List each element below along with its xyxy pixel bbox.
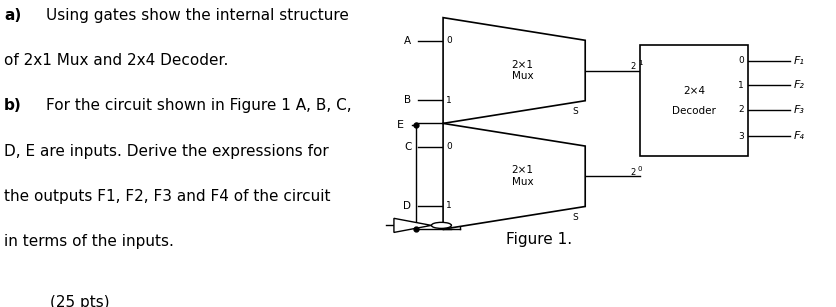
Text: 2: 2: [738, 105, 744, 114]
Text: 0: 0: [638, 166, 642, 172]
Text: D, E are inputs. Derive the expressions for: D, E are inputs. Derive the expressions …: [4, 144, 329, 158]
Text: F₃: F₃: [794, 105, 805, 115]
Text: b): b): [4, 98, 22, 113]
Text: A: A: [404, 36, 411, 46]
Text: 0: 0: [446, 37, 452, 45]
Text: For the circuit shown in Figure 1 A, B, C,: For the circuit shown in Figure 1 A, B, …: [46, 98, 352, 113]
Text: 1: 1: [446, 201, 452, 210]
Text: 0: 0: [738, 56, 744, 65]
Text: a): a): [4, 8, 22, 22]
Text: the outputs F1, F2, F3 and F4 of the circuit: the outputs F1, F2, F3 and F4 of the cir…: [4, 189, 331, 204]
Text: 1: 1: [738, 81, 744, 90]
Text: (25 pts): (25 pts): [50, 295, 110, 307]
Text: 2×1
Mux: 2×1 Mux: [512, 165, 533, 187]
Polygon shape: [443, 17, 585, 123]
Text: 1: 1: [638, 60, 642, 66]
Text: of 2x1 Mux and 2x4 Decoder.: of 2x1 Mux and 2x4 Decoder.: [4, 53, 228, 68]
Text: 2: 2: [630, 168, 635, 177]
Text: D: D: [403, 201, 411, 211]
Text: 2: 2: [630, 62, 635, 71]
Circle shape: [431, 222, 451, 228]
Bar: [640, 45, 748, 156]
Text: F₁: F₁: [794, 56, 805, 66]
Text: 2×4: 2×4: [683, 86, 705, 96]
Text: Using gates show the internal structure: Using gates show the internal structure: [46, 8, 349, 22]
Text: E: E: [397, 120, 404, 130]
Text: 2×1
Mux: 2×1 Mux: [512, 60, 533, 81]
Text: C: C: [404, 142, 411, 152]
Text: 1: 1: [446, 95, 452, 105]
Text: Figure 1.: Figure 1.: [506, 232, 573, 247]
Polygon shape: [443, 123, 585, 229]
Text: 3: 3: [738, 132, 744, 141]
Text: in terms of the inputs.: in terms of the inputs.: [4, 234, 174, 249]
Text: 0: 0: [446, 142, 452, 151]
Text: F₄: F₄: [794, 131, 805, 141]
Text: B: B: [404, 95, 411, 105]
Text: S: S: [573, 212, 578, 222]
Text: F₂: F₂: [794, 80, 805, 90]
Polygon shape: [394, 218, 431, 232]
Text: S: S: [573, 107, 578, 116]
Text: Decoder: Decoder: [672, 106, 716, 116]
